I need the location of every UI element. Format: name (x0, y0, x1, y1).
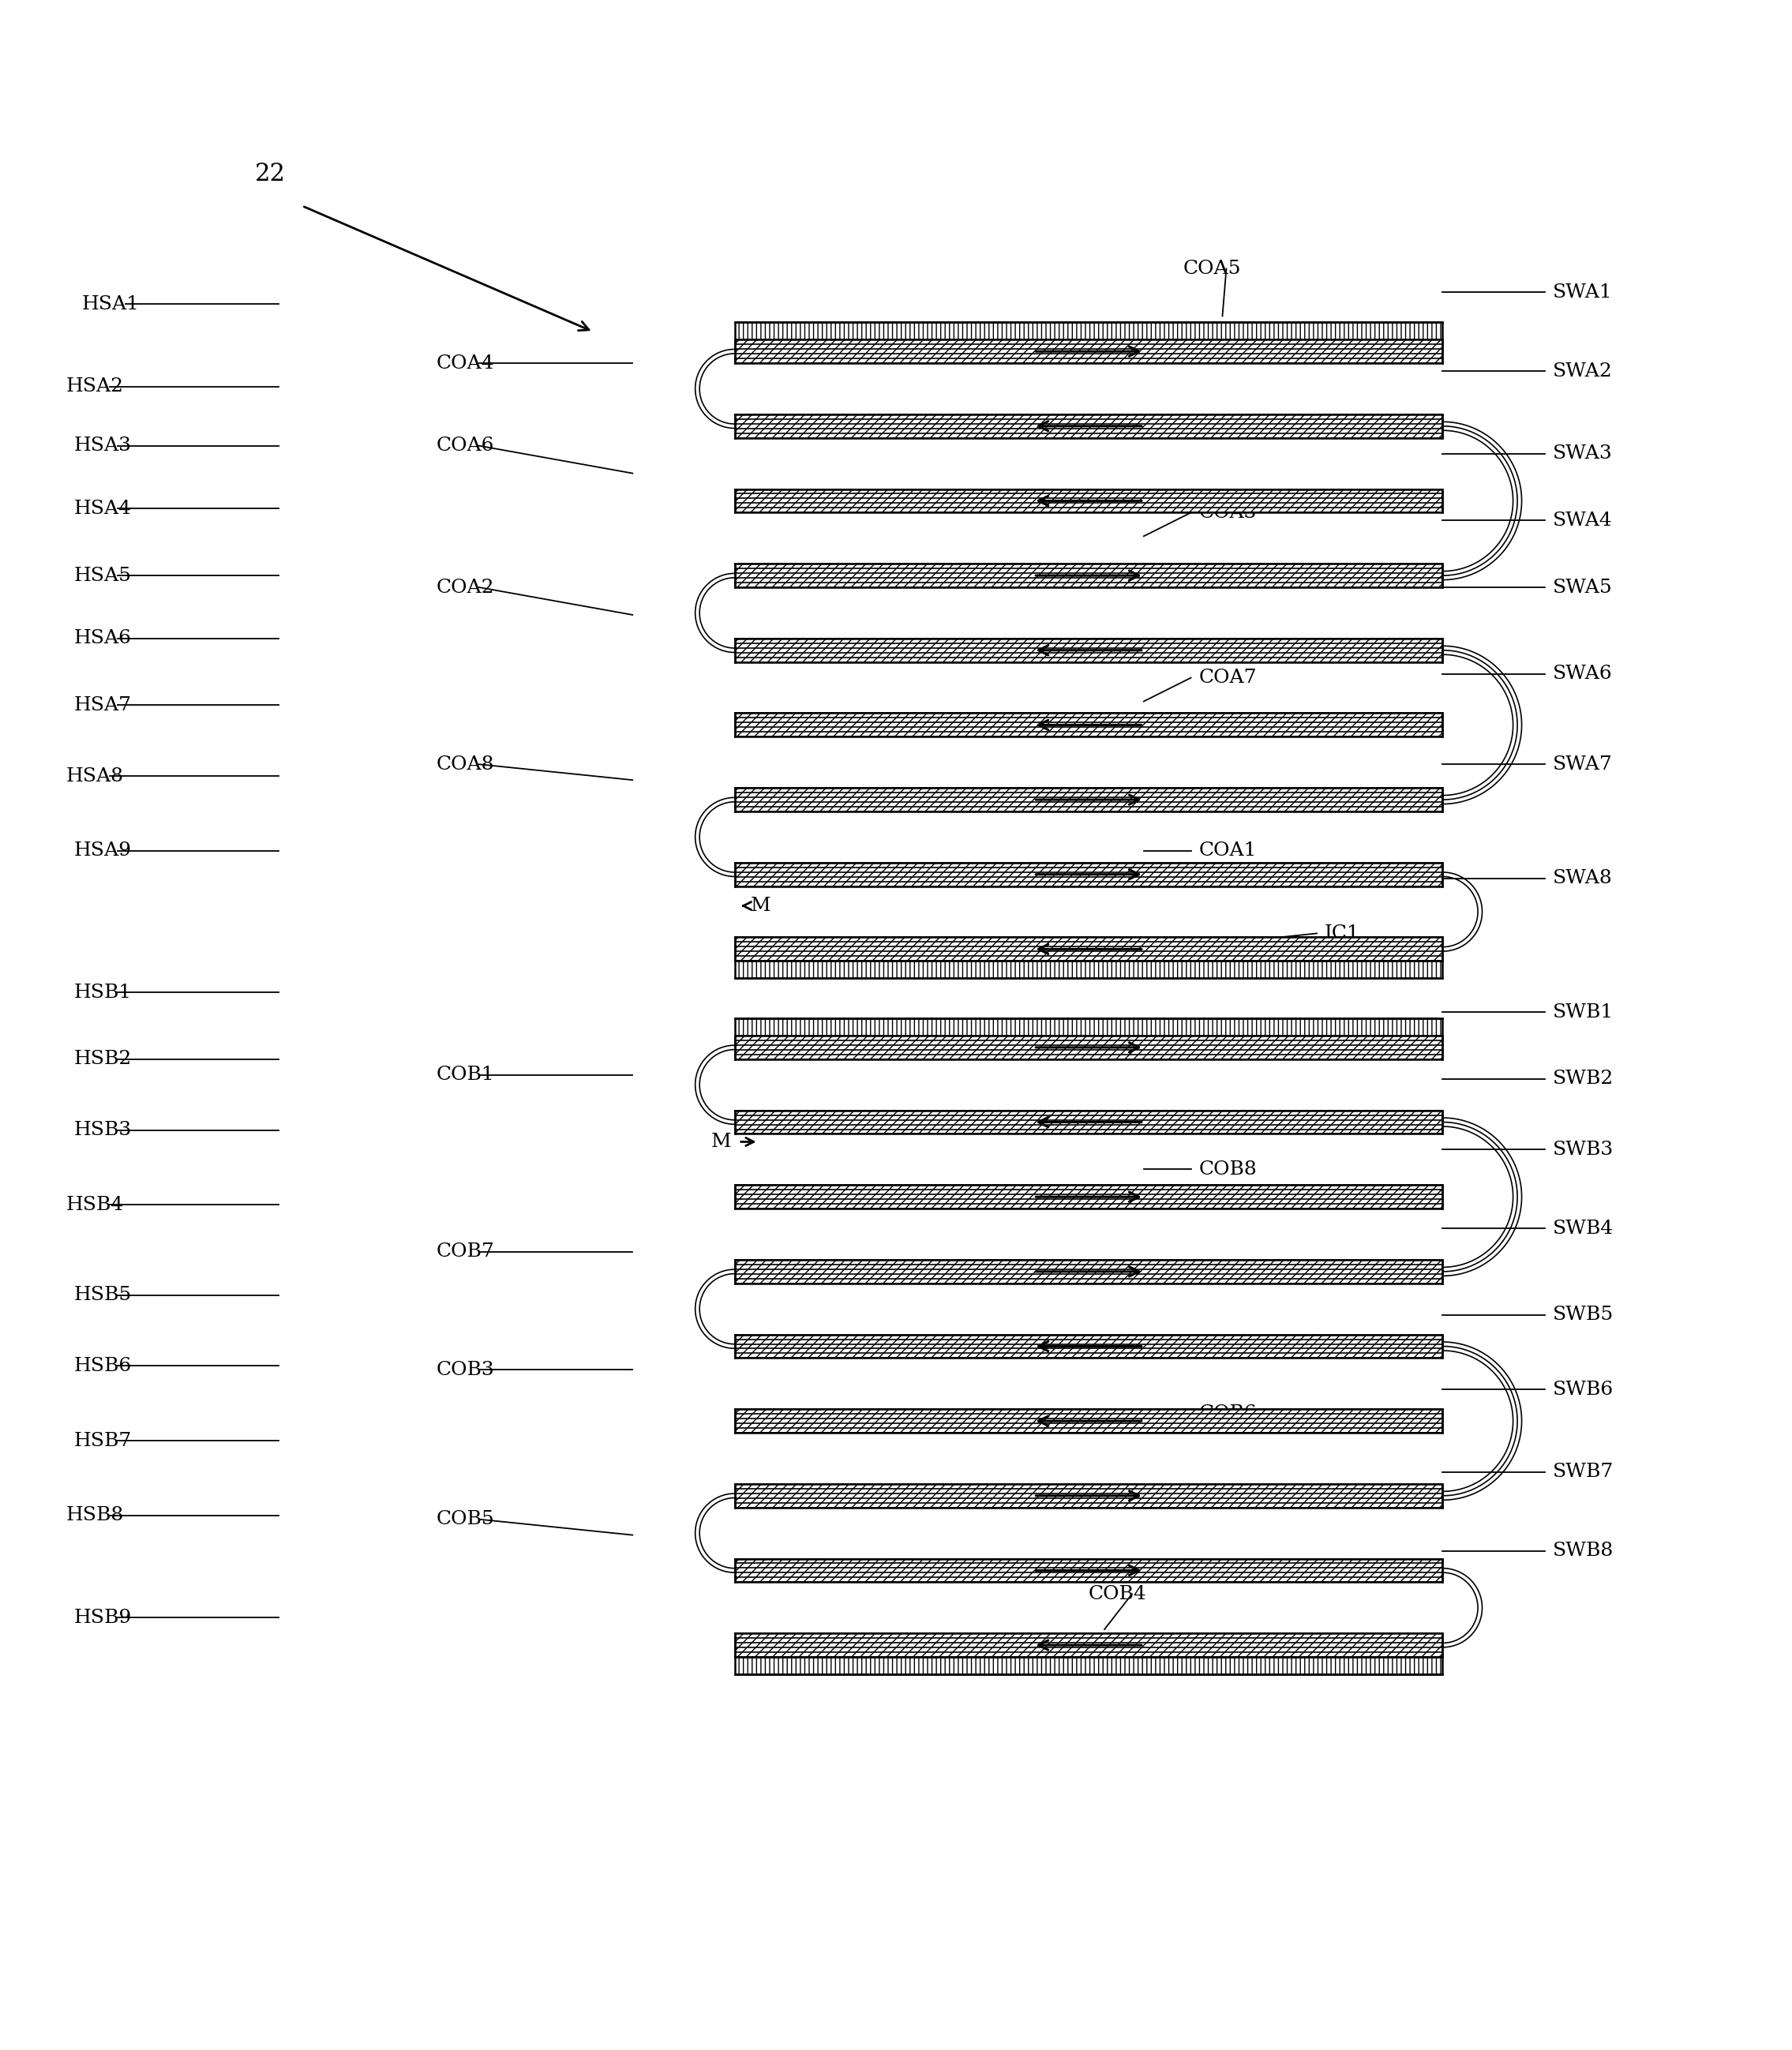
Bar (735, 490, 1443, 512)
Text: COA5: COA5 (1183, 260, 1242, 279)
Text: M: M (751, 896, 771, 914)
Bar (735, 638, 1443, 662)
Bar (735, 863, 1443, 886)
Text: COA1: COA1 (1199, 843, 1256, 859)
Text: COB4: COB4 (1090, 1585, 1147, 1603)
Bar (735, 1335, 1443, 1357)
Bar (735, 787, 1443, 812)
Text: 22: 22 (254, 162, 285, 187)
Bar (735, 1019, 1443, 1035)
Text: SWB8: SWB8 (1552, 1542, 1615, 1560)
Text: HSB8: HSB8 (66, 1507, 124, 1525)
Bar (735, 1335, 1443, 1357)
Text: COA6: COA6 (435, 437, 495, 455)
Bar (735, 1261, 1443, 1283)
Bar (735, 1261, 1443, 1283)
Text: HSB1: HSB1 (73, 984, 133, 1002)
Bar (735, 564, 1443, 588)
Text: HSA5: HSA5 (73, 566, 131, 584)
Bar (735, 564, 1443, 588)
Bar (735, 1634, 1443, 1656)
Text: COA2: COA2 (435, 578, 495, 597)
Bar (735, 414, 1443, 439)
Text: HSA7: HSA7 (73, 697, 131, 713)
Text: HSB2: HSB2 (73, 1050, 133, 1068)
Bar (735, 1111, 1443, 1134)
Bar (735, 1185, 1443, 1209)
Text: HSA9: HSA9 (73, 843, 131, 859)
Text: COB7: COB7 (435, 1242, 495, 1261)
Text: SWA2: SWA2 (1552, 363, 1613, 379)
Text: HSA8: HSA8 (66, 767, 124, 785)
Text: IC1: IC1 (1324, 925, 1360, 943)
Text: COA7: COA7 (1199, 668, 1256, 687)
Text: HSB7: HSB7 (73, 1431, 133, 1449)
Text: COB8: COB8 (1199, 1160, 1256, 1179)
Text: HSB6: HSB6 (73, 1357, 133, 1376)
Text: SWA3: SWA3 (1552, 445, 1613, 463)
Text: SWA6: SWA6 (1552, 664, 1613, 683)
Bar (735, 340, 1443, 363)
Text: HSB3: HSB3 (73, 1121, 133, 1140)
Text: COB1: COB1 (435, 1066, 495, 1084)
Text: HSA6: HSA6 (73, 629, 131, 648)
Text: SWB2: SWB2 (1552, 1070, 1615, 1089)
Text: HSA2: HSA2 (66, 377, 124, 396)
Bar (735, 1484, 1443, 1507)
Text: COB5: COB5 (435, 1511, 495, 1529)
Text: COA8: COA8 (435, 754, 495, 773)
Bar (735, 414, 1443, 439)
Bar (735, 1656, 1443, 1675)
Bar (735, 638, 1443, 662)
Text: M: M (711, 1134, 731, 1150)
Text: SWB4: SWB4 (1552, 1220, 1615, 1238)
Bar (735, 937, 1443, 961)
Text: SWB1: SWB1 (1552, 1002, 1613, 1021)
Text: HSA1: HSA1 (82, 295, 140, 314)
Text: SWB5: SWB5 (1552, 1306, 1615, 1324)
Bar (735, 1111, 1443, 1134)
Text: HSA4: HSA4 (73, 500, 131, 519)
Text: COB6: COB6 (1199, 1404, 1256, 1423)
Bar (735, 322, 1443, 340)
Text: HSA3: HSA3 (73, 437, 131, 455)
Text: HSB9: HSB9 (73, 1609, 133, 1628)
Bar (735, 961, 1443, 978)
Text: SWB6: SWB6 (1552, 1380, 1615, 1398)
Text: COB2: COB2 (1199, 1267, 1256, 1285)
Bar (735, 787, 1443, 812)
Text: SWB3: SWB3 (1552, 1140, 1615, 1158)
Text: SWA7: SWA7 (1552, 754, 1613, 773)
Text: SWA4: SWA4 (1552, 510, 1613, 529)
Text: COA3: COA3 (1199, 504, 1256, 521)
Text: HSB5: HSB5 (73, 1285, 133, 1304)
Bar (735, 1035, 1443, 1060)
Bar (735, 490, 1443, 512)
Text: COA4: COA4 (435, 355, 495, 373)
Bar (735, 1035, 1443, 1060)
Text: SWA8: SWA8 (1552, 869, 1613, 888)
Bar (735, 713, 1443, 736)
Text: COB3: COB3 (435, 1361, 495, 1380)
Text: SWB7: SWB7 (1552, 1464, 1615, 1482)
Bar (735, 1558, 1443, 1583)
Bar (735, 1558, 1443, 1583)
Bar (735, 713, 1443, 736)
Bar (735, 1408, 1443, 1433)
Bar (735, 937, 1443, 961)
Bar (735, 1484, 1443, 1507)
Text: SWA5: SWA5 (1552, 578, 1613, 597)
Bar (735, 1408, 1443, 1433)
Bar (735, 1185, 1443, 1209)
Text: SWA1: SWA1 (1552, 283, 1613, 301)
Bar (735, 1634, 1443, 1656)
Bar (735, 863, 1443, 886)
Bar (735, 340, 1443, 363)
Text: HSB4: HSB4 (66, 1195, 124, 1214)
